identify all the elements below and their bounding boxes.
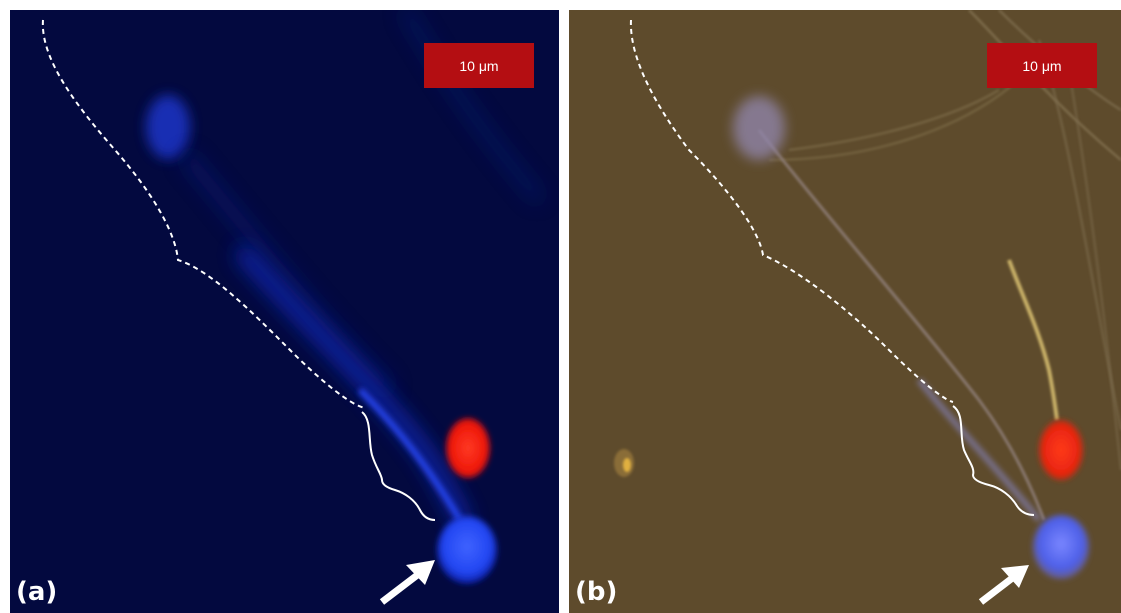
red-stained-head: [1039, 420, 1083, 480]
curly-brace: [952, 405, 1035, 516]
arrow-icon: [379, 560, 435, 605]
dim-sperm-head: [146, 95, 190, 159]
debris-particle: [614, 449, 634, 477]
panel-b: 10 μm (b): [569, 10, 1121, 613]
fluorescence-image: [10, 10, 559, 613]
dashed-outline: [41, 19, 366, 409]
panel-label: (b): [575, 577, 618, 607]
red-stained-head: [446, 418, 490, 478]
scale-bar: 10 μm: [987, 43, 1097, 88]
blue-stained-head: [1033, 515, 1089, 579]
dashed-outline: [629, 19, 954, 403]
scale-bar: 10 μm: [424, 43, 534, 88]
panel-a: 10 μm (a): [10, 10, 559, 613]
arrow-icon: [978, 565, 1029, 605]
blue-stained-head: [437, 516, 497, 584]
brightfield-image: [569, 10, 1121, 613]
curly-brace: [361, 411, 436, 521]
panel-label: (a): [16, 577, 58, 607]
background: [569, 10, 1121, 613]
dim-sperm-head: [733, 96, 785, 160]
